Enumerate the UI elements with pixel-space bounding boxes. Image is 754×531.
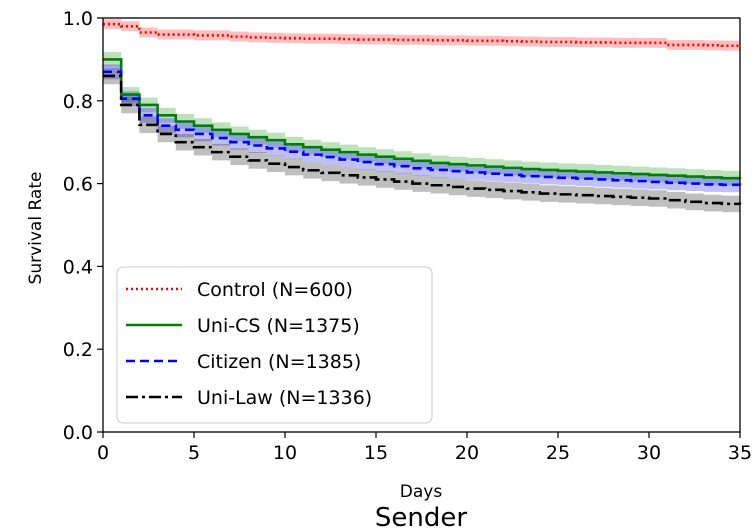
series-line-0 [103, 22, 740, 48]
y-axis-ticks: 0.0 0.2 0.4 0.6 0.8 1.0 [63, 8, 103, 444]
y-tick-label: 0.6 [63, 174, 93, 196]
x-axis-ticks: 0 5 10 15 20 25 30 35 [97, 432, 752, 464]
y-tick-label: 0.8 [63, 91, 93, 113]
x-tick-label: 30 [637, 442, 661, 464]
legend-label-3: Uni-Law (N=1336) [197, 387, 372, 409]
y-tick-label: 0.4 [63, 256, 93, 278]
confidence-bands [103, 19, 740, 213]
legend-label-1: Uni-CS (N=1375) [197, 315, 360, 337]
x-tick-label: 35 [728, 442, 752, 464]
x-tick-label: 10 [273, 442, 297, 464]
series-line-1 [103, 58, 742, 180]
series-lines [103, 22, 742, 206]
confidence-band-1 [103, 51, 740, 187]
x-tick-label: 5 [188, 442, 200, 464]
y-tick-label: 0.2 [63, 339, 93, 361]
legend: Control (N=600) Uni-CS (N=1375) Citizen (N… [116, 266, 433, 424]
y-axis-label: Survival Rate [26, 172, 46, 285]
x-tick-label: 20 [455, 442, 479, 464]
series-line-2 [103, 70, 742, 187]
legend-label-0: Control (N=600) [197, 279, 353, 301]
x-tick-label: 0 [97, 442, 109, 464]
y-tick-label: 1.0 [63, 8, 93, 30]
x-tick-label: 25 [546, 442, 570, 464]
series-line-3 [103, 74, 742, 206]
confidence-band-3 [103, 67, 740, 213]
plot-frame [102, 17, 741, 433]
x-axis-label: Days [400, 482, 443, 502]
legend-label-2: Citizen (N=1385) [197, 351, 361, 373]
y-tick-label: 0.0 [63, 422, 93, 444]
x-tick-label: 15 [364, 442, 388, 464]
legend-box [116, 266, 433, 424]
chart-caption: Sender [375, 503, 467, 531]
